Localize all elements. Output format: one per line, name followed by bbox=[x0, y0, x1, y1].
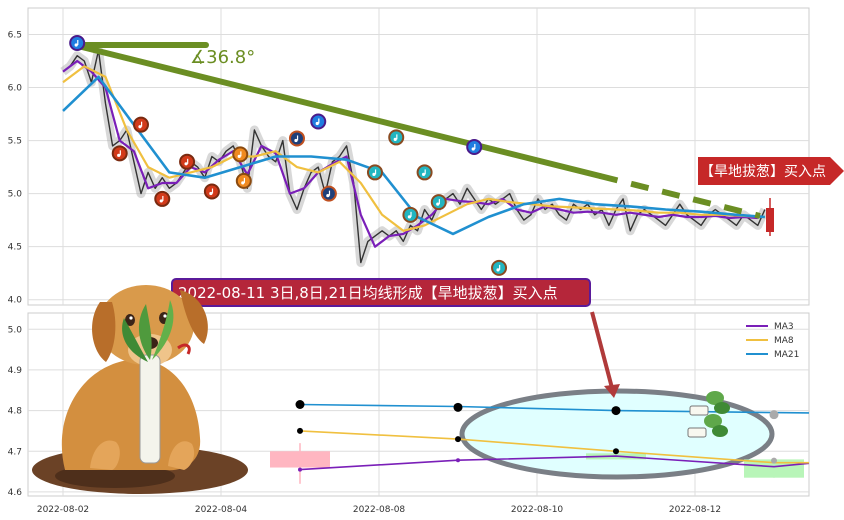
trend-line-solid bbox=[75, 43, 603, 179]
bottom-ytick-label: 4.8 bbox=[8, 407, 23, 417]
ma-dot bbox=[771, 457, 777, 464]
ma-dot bbox=[295, 400, 305, 409]
ma-dots bbox=[295, 400, 779, 472]
top-ytick-label: 6.0 bbox=[8, 84, 23, 94]
buy-point-arrow-icon: 【旱地拔葱】买入点 bbox=[698, 157, 844, 185]
candle-body bbox=[744, 459, 804, 478]
legend: MA3 MA8 MA21 bbox=[746, 322, 799, 360]
ma-dot bbox=[453, 402, 463, 412]
buy-point-arrow-text: 【旱地拔葱】买入点 bbox=[700, 164, 826, 180]
ma-dot bbox=[613, 448, 619, 455]
top-ytick-label: 4.5 bbox=[8, 243, 22, 253]
dog-illustration bbox=[32, 285, 248, 494]
note-glyph-head bbox=[496, 268, 500, 272]
legend-label-ma3: MA3 bbox=[774, 322, 794, 332]
note-glyph-head bbox=[372, 172, 376, 177]
ma-dot bbox=[455, 436, 461, 443]
top-plot-area bbox=[27, 7, 810, 306]
x-axis: 2022-08-02 2022-08-04 2022-08-08 2022-08-10… bbox=[37, 505, 721, 515]
ma-dot bbox=[456, 458, 460, 463]
xtick-label: 2022-08-02 bbox=[37, 505, 89, 515]
signal-banner-text: 2022-08-11 3日,8日,21日均线形成【旱地拔葱】买入点 bbox=[178, 284, 558, 302]
bottom-ytick-label: 5.0 bbox=[8, 325, 23, 335]
note-glyph-head bbox=[74, 43, 78, 47]
note-glyph-head bbox=[209, 191, 213, 196]
note-glyph-head bbox=[241, 181, 245, 185]
ma-line-ma3 bbox=[299, 455, 809, 471]
legend-label-ma21: MA21 bbox=[774, 350, 799, 360]
ma-dot bbox=[297, 427, 303, 434]
bottom-ytick-label: 4.9 bbox=[8, 366, 23, 376]
ma-line-ma8 bbox=[299, 430, 809, 464]
note-glyph-head bbox=[159, 199, 163, 203]
signal-markers bbox=[69, 35, 508, 276]
green-onion-icon bbox=[687, 391, 730, 438]
legend-label-ma8: MA8 bbox=[774, 336, 794, 346]
note-glyph-head bbox=[326, 194, 330, 198]
ma-dot bbox=[298, 467, 302, 472]
signal-banner: 2022-08-11 3日,8日,21日均线形成【旱地拔葱】买入点 bbox=[171, 278, 591, 307]
buy-point-pointer bbox=[590, 311, 620, 398]
trend-line bbox=[75, 42, 761, 219]
top-ytick-label: 6.5 bbox=[8, 31, 22, 41]
note-glyph-head bbox=[184, 162, 188, 166]
note-glyph-head bbox=[436, 202, 440, 206]
ma-dot bbox=[611, 406, 621, 416]
xtick-label: 2022-08-04 bbox=[195, 505, 248, 515]
note-glyph-head bbox=[407, 215, 412, 219]
note-glyph-head bbox=[237, 154, 241, 158]
bottom-y-axis: 4.6 4.7 4.8 4.9 5.0 bbox=[8, 325, 23, 498]
angle-label: ∡36.8° bbox=[190, 47, 255, 68]
trend-line-dashed bbox=[599, 173, 761, 219]
candle-body bbox=[270, 451, 330, 468]
top-series-lines bbox=[62, 49, 766, 264]
top-y-axis: 4.0 4.5 5.0 5.5 6.0 6.5 bbox=[8, 31, 23, 306]
note-glyph-head bbox=[138, 125, 142, 129]
bottom-ytick-label: 4.7 bbox=[8, 447, 22, 457]
xtick-label: 2022-08-12 bbox=[669, 505, 721, 515]
xtick-label: 2022-08-10 bbox=[511, 505, 564, 515]
top-ytick-label: 5.5 bbox=[8, 137, 22, 147]
right-end-candle bbox=[766, 198, 774, 236]
ma-dot bbox=[769, 410, 779, 420]
top-ytick-label: 5.0 bbox=[8, 190, 23, 200]
xtick-label: 2022-08-08 bbox=[353, 505, 406, 515]
candle-body bbox=[766, 208, 774, 232]
note-glyph-head bbox=[294, 138, 298, 143]
note-glyph-head bbox=[315, 121, 319, 126]
note-glyph-head bbox=[421, 172, 426, 177]
note-glyph-head bbox=[393, 137, 397, 142]
bottom-ytick-label: 4.6 bbox=[8, 488, 23, 498]
note-glyph-head bbox=[471, 147, 475, 151]
note-glyph-head bbox=[117, 153, 121, 157]
top-ytick-label: 4.0 bbox=[8, 296, 23, 306]
